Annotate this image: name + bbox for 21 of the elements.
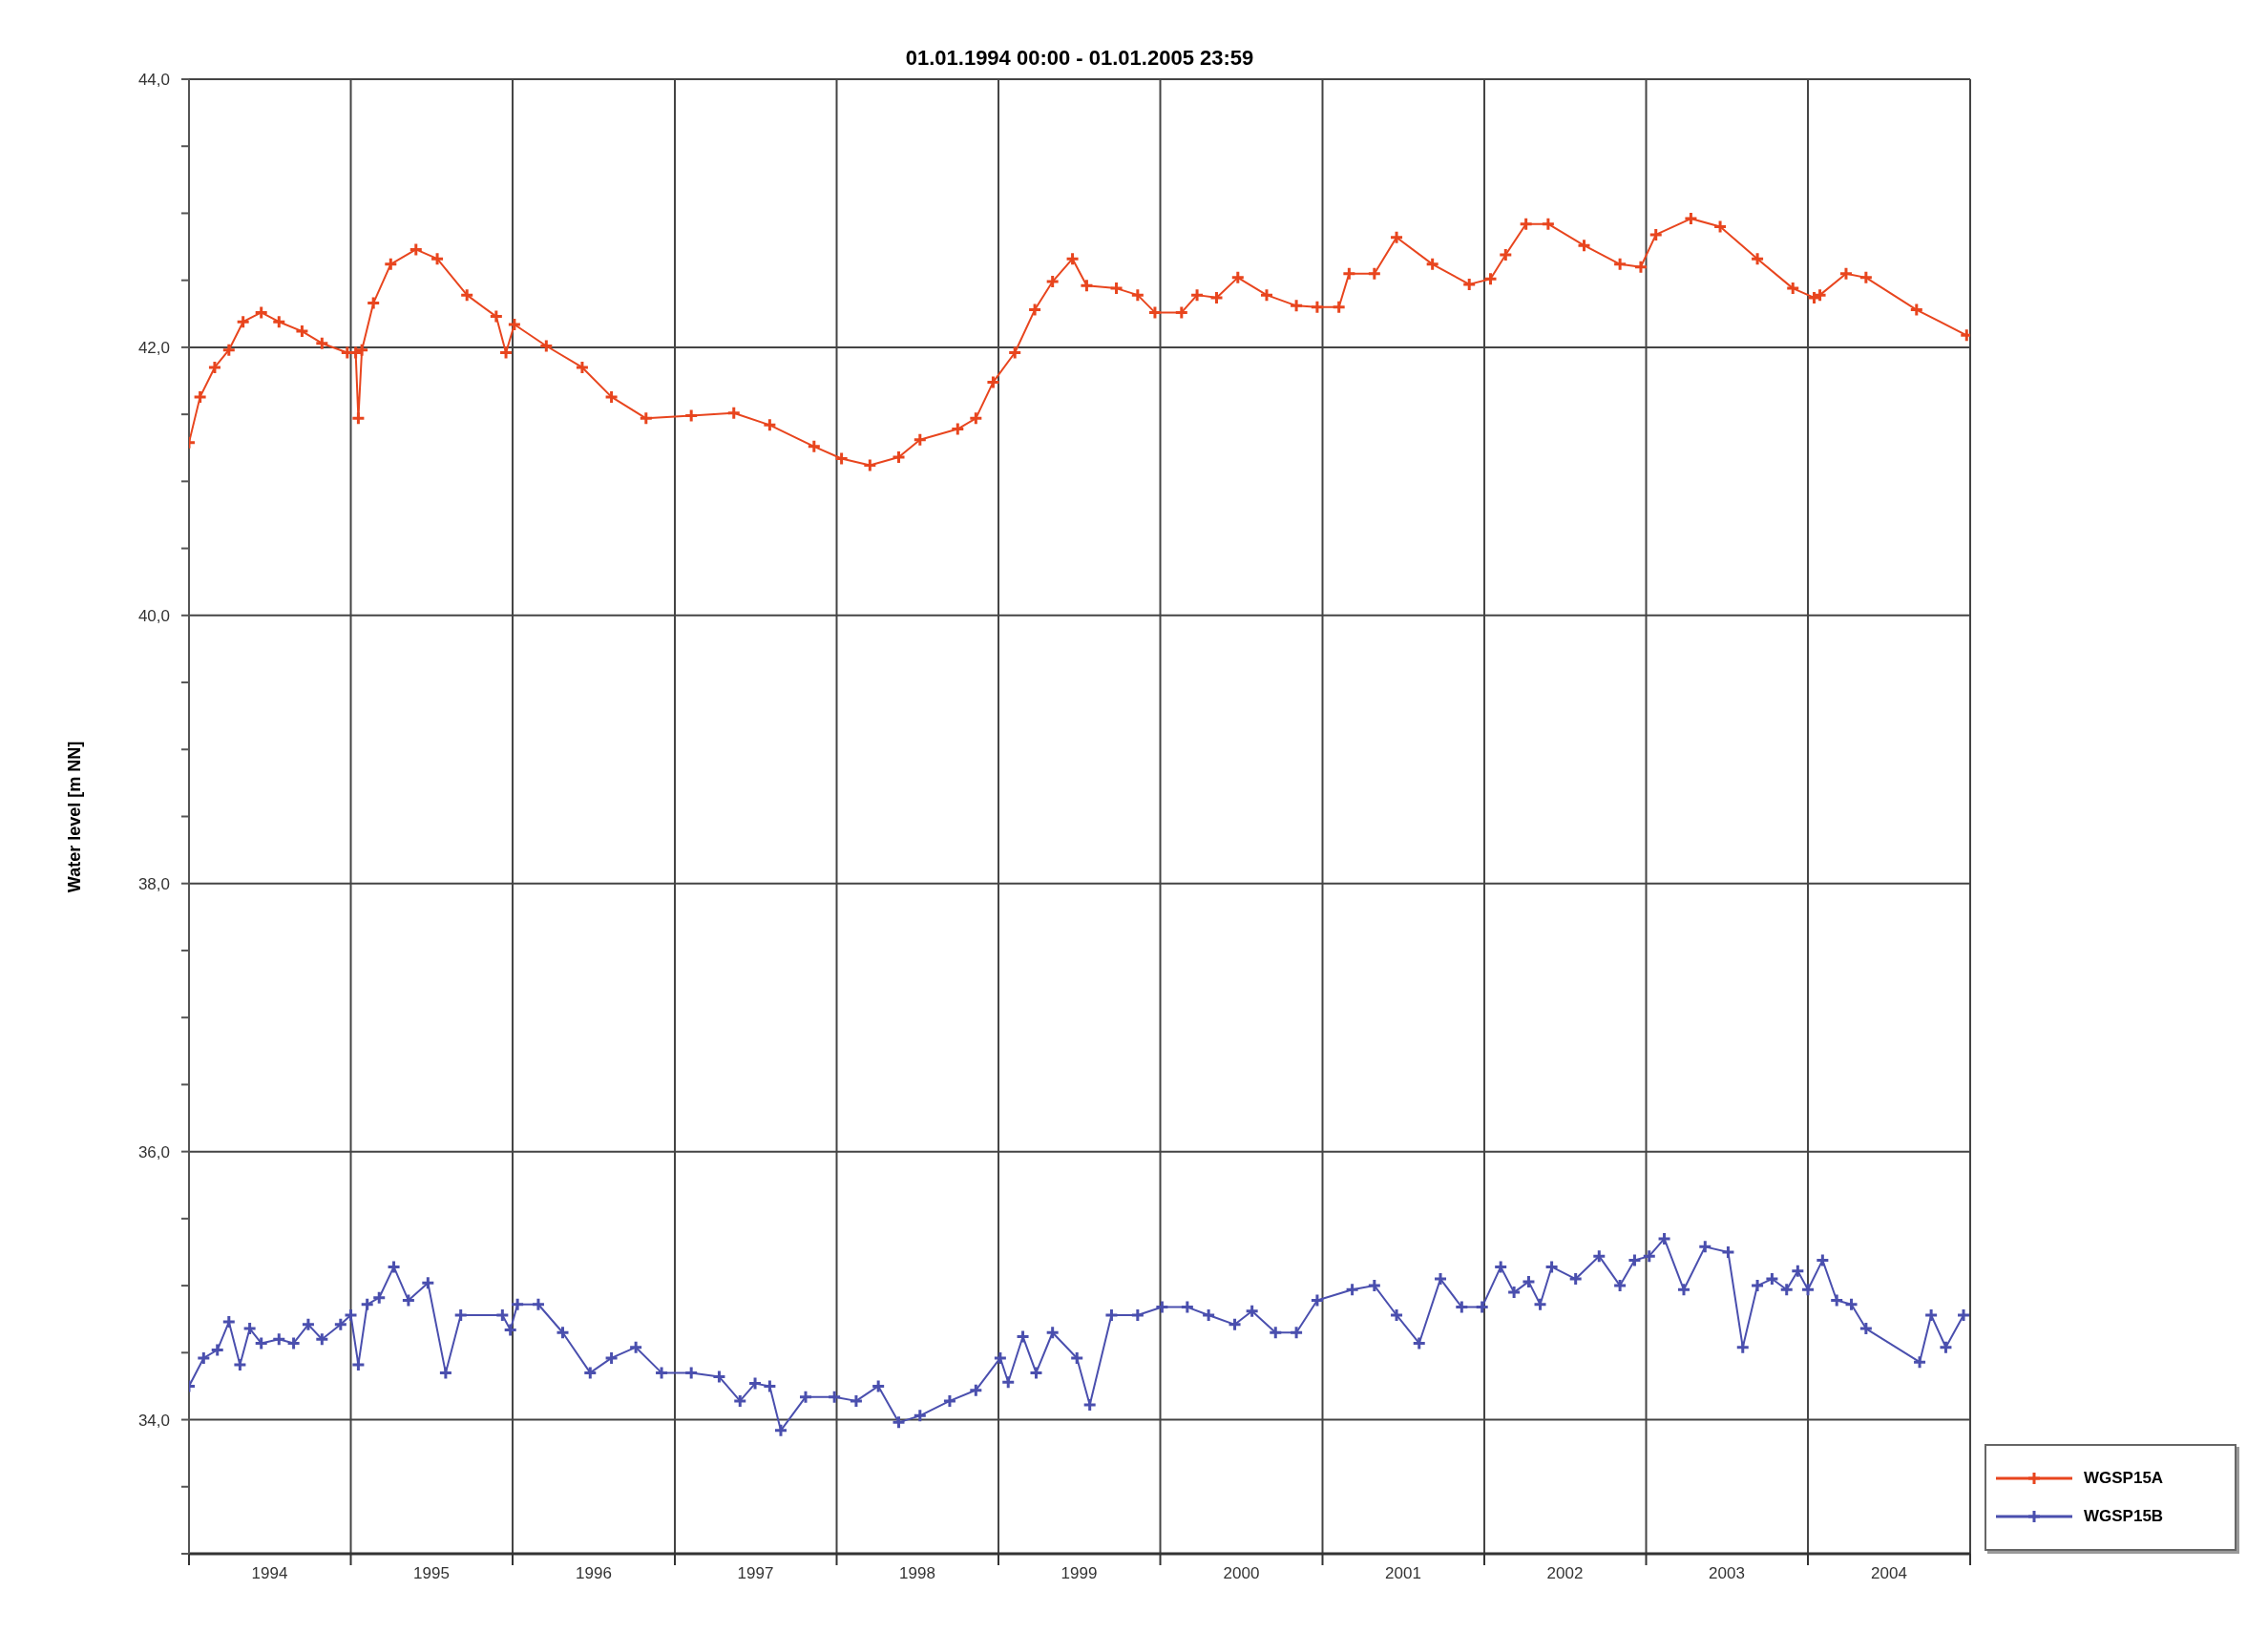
x-tick-label: 1994 (251, 1564, 288, 1582)
y-tick-label: 40,0 (137, 606, 170, 625)
y-tick-label: 34,0 (137, 1411, 170, 1430)
y-tick-label: 42,0 (137, 338, 170, 357)
y-tick-label: 36,0 (137, 1142, 170, 1161)
y-axis-title: Water level [m NN] (64, 741, 85, 892)
legend-label: WGSP15B (2084, 1507, 2164, 1526)
chart-title: 01.01.1994 00:00 - 01.01.2005 23:59 (904, 46, 1255, 71)
x-tick-label: 1995 (413, 1564, 450, 1582)
x-tick-label: 1998 (899, 1564, 935, 1582)
x-tick-label: 2004 (1871, 1564, 1907, 1582)
legend-label: WGSP15A (2084, 1469, 2164, 1488)
x-tick-label: 2000 (1223, 1564, 1260, 1582)
y-tick-label: 38,0 (137, 874, 170, 893)
x-tick-label: 2001 (1385, 1564, 1421, 1582)
y-tick-label: 44,0 (137, 71, 170, 89)
x-tick-label: 2003 (1709, 1564, 1745, 1582)
x-tick-label: 1999 (1060, 1564, 1098, 1582)
x-tick-label: 1996 (576, 1564, 612, 1582)
x-tick-label: 2002 (1546, 1564, 1584, 1582)
x-tick-label: 1997 (737, 1564, 774, 1582)
